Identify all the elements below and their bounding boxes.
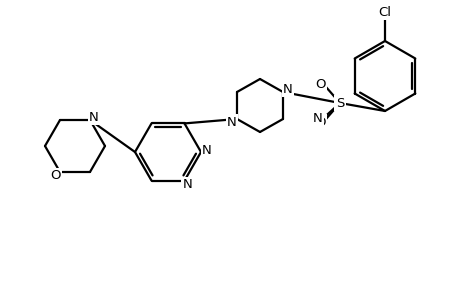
Text: N: N [283,83,293,96]
Text: O: O [315,78,325,91]
Text: N: N [202,143,212,156]
Text: N: N [227,116,237,128]
Text: N: N [313,111,323,124]
Text: N: N [183,178,192,191]
Text: N: N [89,111,99,123]
Text: O: O [50,169,60,183]
Text: S: S [336,96,344,109]
Text: Cl: Cl [378,6,392,19]
Text: O: O [315,116,325,128]
